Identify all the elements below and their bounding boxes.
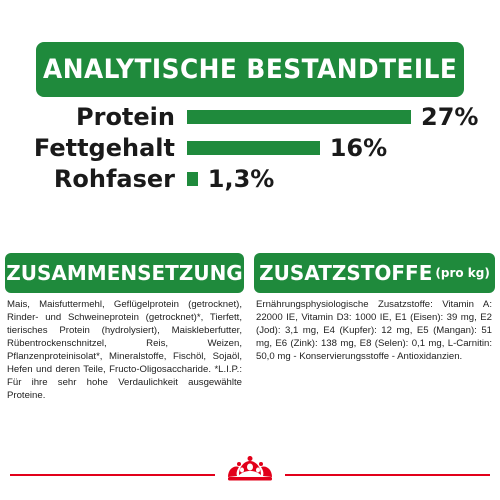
nutrient-row-fettgehalt: Fettgehalt 16% (0, 133, 500, 163)
analytics-header-banner: ANALYTISCHE BESTANDTEILE (36, 42, 464, 97)
additives-banner: ZUSATZSTOFFE (pro kg) (254, 253, 495, 293)
nutrient-value-protein: 27% (421, 103, 479, 131)
nutrient-bar-rohfaser (187, 172, 198, 186)
composition-text: Mais, Maisfuttermehl, Geflügelprotein (g… (7, 299, 242, 401)
footer-line-right (285, 474, 490, 476)
nutrient-bar-fettgehalt (187, 141, 320, 155)
nutrient-bar-protein (187, 110, 411, 124)
additives-title-suffix: (pro kg) (435, 266, 490, 280)
composition-title: ZUSAMMENSETZUNG (6, 261, 243, 285)
royal-canin-crown-icon (228, 456, 272, 481)
composition-banner: ZUSAMMENSETZUNG (5, 253, 244, 293)
additives-text: Ernährungsphysiologische Zusatzstoffe: V… (256, 299, 492, 362)
nutrient-label-rohfaser: Rohfaser (53, 165, 175, 193)
footer-line-left (10, 474, 215, 476)
nutrient-label-protein: Protein (76, 103, 175, 131)
nutrient-row-rohfaser: Rohfaser 1,3% (0, 164, 500, 194)
nutrient-value-rohfaser: 1,3% (207, 165, 275, 193)
additives-title: ZUSATZSTOFFE (259, 261, 433, 285)
nutrient-row-protein: Protein 27% (0, 102, 500, 132)
nutrient-label-fettgehalt: Fettgehalt (33, 134, 175, 162)
nutrient-value-fettgehalt: 16% (329, 134, 388, 162)
analytics-header-title: ANALYTISCHE BESTANDTEILE (42, 54, 458, 85)
